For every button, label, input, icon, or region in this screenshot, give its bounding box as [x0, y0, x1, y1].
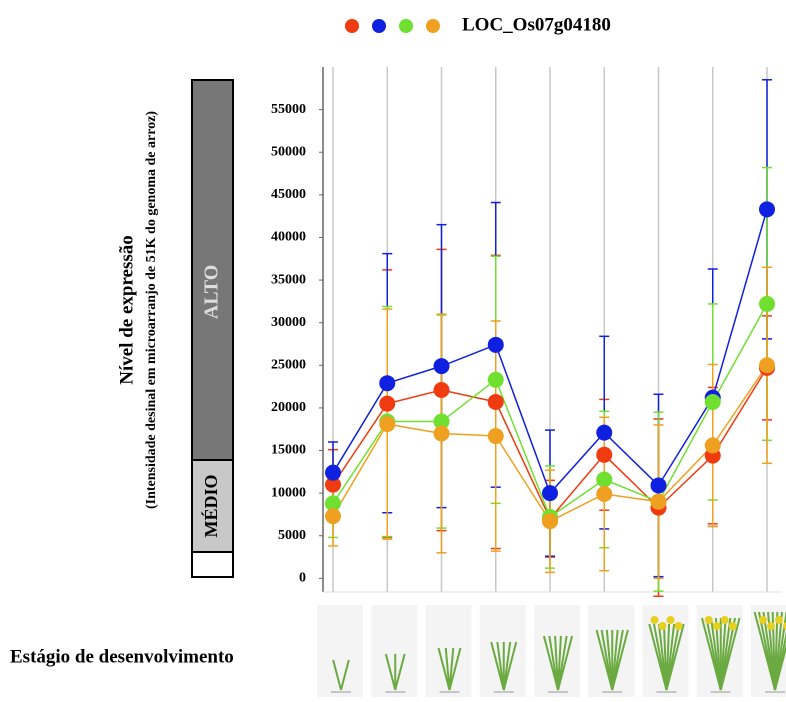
- data-point: [488, 394, 504, 410]
- y-tick-label: 30000: [271, 315, 306, 330]
- y-tick-label: 50000: [271, 144, 306, 159]
- y-tick-label: 55000: [271, 102, 306, 117]
- data-point: [759, 201, 775, 217]
- stage-panicle: [759, 616, 767, 624]
- level-low: [192, 552, 233, 577]
- data-point: [379, 396, 395, 412]
- data-point: [488, 428, 504, 444]
- data-point: [705, 394, 721, 410]
- y-tick-label: 0: [299, 571, 306, 586]
- data-point: [379, 416, 395, 432]
- data-point: [325, 465, 341, 481]
- data-point: [434, 425, 450, 441]
- y-tick-label: 35000: [271, 272, 306, 287]
- legend-dot: [426, 19, 440, 33]
- stage-panicle: [775, 616, 783, 624]
- stage-panicle: [659, 622, 667, 630]
- data-point: [488, 372, 504, 388]
- data-point: [488, 337, 504, 353]
- legend-dot: [372, 19, 386, 33]
- stage-panicle: [651, 616, 659, 624]
- y-tick-label: 5000: [278, 528, 306, 543]
- data-point: [434, 382, 450, 398]
- data-point: [596, 486, 612, 502]
- data-point: [596, 447, 612, 463]
- data-point: [596, 425, 612, 441]
- y-tick-label: 10000: [271, 485, 306, 500]
- stage-panicle: [729, 622, 737, 630]
- data-point: [325, 508, 341, 524]
- y-tick-label: 40000: [271, 230, 306, 245]
- level-label: MÉDIO: [200, 475, 221, 538]
- data-point: [434, 358, 450, 374]
- y-tick-label: 45000: [271, 187, 306, 202]
- data-point: [759, 357, 775, 373]
- legend-dot: [345, 19, 359, 33]
- x-axis-title: Estágio de desenvolvimento: [10, 646, 234, 667]
- data-point: [596, 472, 612, 488]
- level-label: ALTO: [201, 265, 223, 319]
- y-axis-subtitle: (Intensidade desinal em microarranjo de …: [144, 111, 159, 509]
- stage-panicle: [667, 616, 675, 624]
- data-point: [542, 513, 558, 529]
- y-tick-label: 25000: [271, 358, 306, 373]
- y-axis-title: Nível de expressão: [116, 235, 137, 385]
- data-point: [759, 296, 775, 312]
- y-tick-label: 15000: [271, 443, 306, 458]
- data-point: [542, 485, 558, 501]
- data-point: [651, 477, 667, 493]
- stage-panicle: [705, 616, 713, 624]
- stage-panicle: [767, 622, 775, 630]
- legend-dot: [399, 19, 413, 33]
- legend-label: LOC_Os07g04180: [462, 14, 611, 35]
- stage-panicle: [721, 616, 729, 624]
- data-point: [705, 437, 721, 453]
- stage-panicle: [675, 622, 683, 630]
- data-point: [651, 494, 667, 510]
- stage-panicle: [713, 622, 721, 630]
- data-point: [379, 375, 395, 391]
- chart: LOC_Os07g04180 Nível de expressão (Inten…: [0, 0, 786, 702]
- y-tick-label: 20000: [271, 400, 306, 415]
